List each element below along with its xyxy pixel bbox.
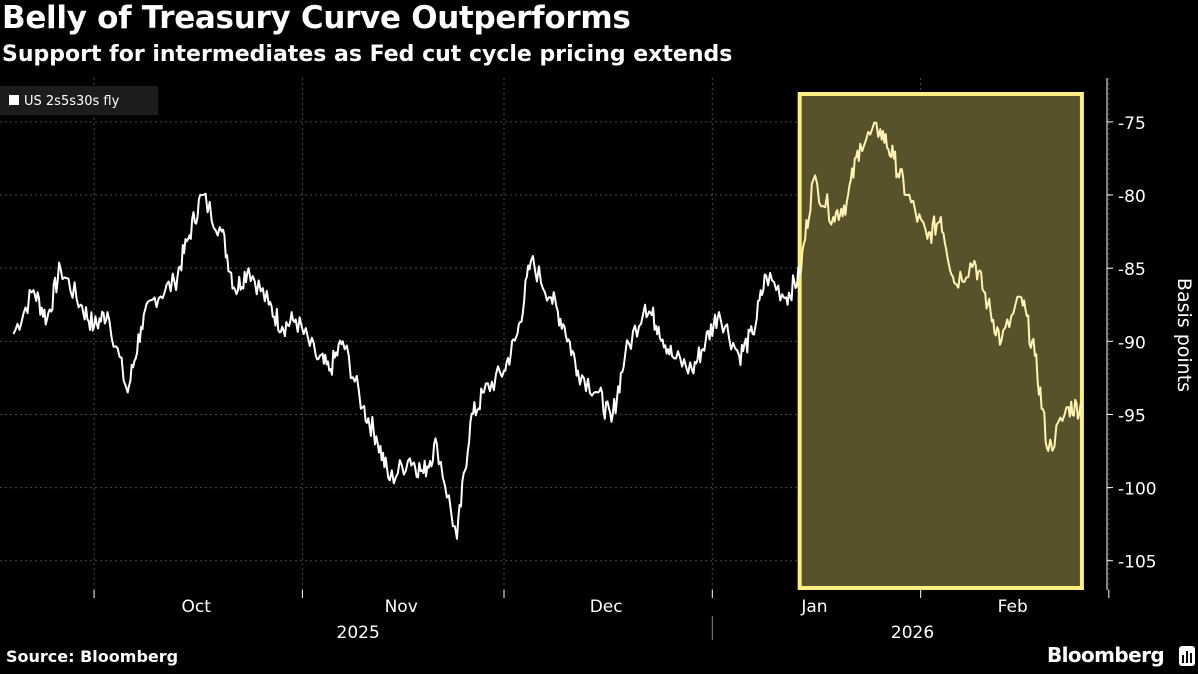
chart-subtitle: Support for intermediates as Fed cut cyc… bbox=[2, 42, 733, 67]
y-axis-title: Basis points bbox=[1173, 278, 1195, 392]
highlight-region bbox=[797, 92, 1084, 590]
y-tick-label: -95 bbox=[1118, 406, 1146, 426]
series-line-highlighted bbox=[798, 121, 1083, 452]
axes: -75 -80 -85 -90 -95 -100 -105 Basis points Oct No… bbox=[93, 78, 1195, 640]
y-tick-label: -100 bbox=[1118, 480, 1157, 500]
y-tick-label: -105 bbox=[1118, 553, 1157, 573]
y-tick-label: -80 bbox=[1118, 187, 1146, 207]
line-chart: -75 -80 -85 -90 -95 -100 -105 Basis points Oct No… bbox=[0, 78, 1195, 640]
legend: US 2s5s30s fly bbox=[0, 86, 158, 115]
series-line bbox=[12, 192, 801, 540]
y-tick-label: -85 bbox=[1118, 260, 1146, 280]
chart-title: Belly of Treasury Curve Outperforms bbox=[2, 0, 631, 36]
source-note: Source: Bloomberg bbox=[6, 647, 179, 666]
x-tick-label: Jan bbox=[800, 597, 827, 617]
legend-background bbox=[0, 86, 158, 115]
x-tick-label: Oct bbox=[182, 597, 212, 617]
x-tick-label: Feb bbox=[998, 597, 1028, 617]
x-year-label: 2026 bbox=[891, 623, 934, 640]
legend-label: US 2s5s30s fly bbox=[24, 94, 120, 109]
bloomberg-mark-icon bbox=[1179, 646, 1195, 666]
y-tick-label: -90 bbox=[1118, 333, 1146, 353]
y-tick-label: -75 bbox=[1118, 114, 1146, 134]
x-year-label: 2025 bbox=[337, 623, 380, 640]
series-layer bbox=[12, 121, 1083, 540]
brand-logo: Bloomberg bbox=[1047, 643, 1165, 667]
x-tick-label: Dec bbox=[590, 597, 623, 617]
x-tick-label: Nov bbox=[385, 597, 418, 617]
legend-swatch bbox=[9, 95, 19, 105]
